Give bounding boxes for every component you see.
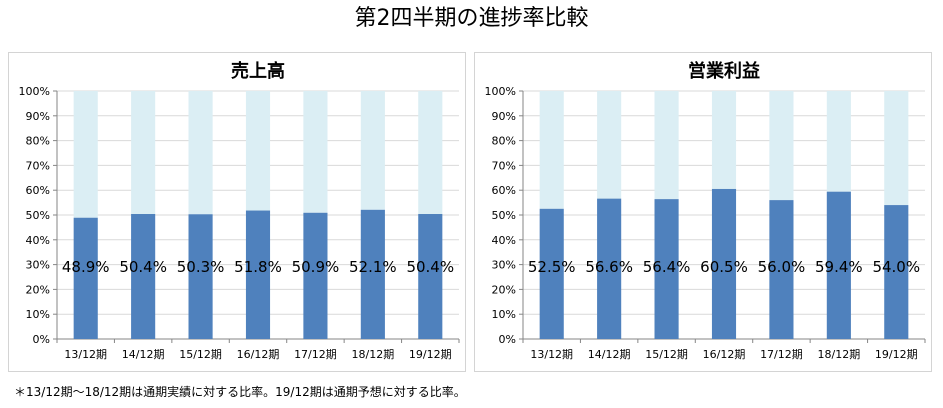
data-label: 52.5% xyxy=(528,258,576,276)
sales-chart: 売上高 0% 10% 20% 30% 40% 50% 60% 70% 80% 90% 100% 48.9… xyxy=(8,52,466,372)
bar-remainder xyxy=(769,91,794,201)
y-tick-label: 20% xyxy=(26,283,50,296)
bar-remainder xyxy=(188,91,213,215)
data-label: 48.9% xyxy=(62,258,110,276)
x-tick-label: 19/12期 xyxy=(875,348,918,361)
bar-progress xyxy=(418,214,443,339)
x-tick-label: 17/12期 xyxy=(294,348,337,361)
bar-remainder xyxy=(539,91,564,209)
footnote: ＊13/12期〜18/12期は通期実績に対する比率。19/12期は通期予想に対す… xyxy=(14,385,466,399)
data-label: 50.9% xyxy=(292,258,340,276)
chart-svg: 売上高 0% 10% 20% 30% 40% 50% 60% 70% 80% 90% 100% 48.9… xyxy=(19,60,460,361)
chart-svg: 営業利益 0% 10% 20% 30% 40% 50% 60% 70% 80% 90% 100% 52.… xyxy=(485,60,926,361)
bar-remainder xyxy=(884,91,909,206)
data-label: 59.4% xyxy=(815,258,863,276)
x-tick-label: 17/12期 xyxy=(760,348,803,361)
y-tick-label: 80% xyxy=(26,135,50,148)
bar-progress xyxy=(769,200,794,339)
y-tick-label: 0% xyxy=(499,333,516,346)
y-tick-label: 100% xyxy=(19,85,50,98)
chart-title: 売上高 xyxy=(231,60,285,82)
y-tick-label: 80% xyxy=(492,135,516,148)
x-tick-label: 16/12期 xyxy=(703,348,746,361)
bar-progress xyxy=(131,214,156,339)
bar-progress xyxy=(188,214,213,339)
bar-remainder xyxy=(826,91,851,192)
y-tick-label: 60% xyxy=(492,184,516,197)
data-label: 56.4% xyxy=(643,258,691,276)
y-tick-label: 40% xyxy=(492,234,516,247)
bar-progress xyxy=(360,209,385,339)
bar-progress xyxy=(654,199,679,339)
bar-remainder xyxy=(303,91,328,213)
x-tick-label: 19/12期 xyxy=(409,348,452,361)
data-label: 54.0% xyxy=(872,258,920,276)
bar-remainder xyxy=(418,91,443,215)
data-label: 52.1% xyxy=(349,258,397,276)
x-tick-label: 14/12期 xyxy=(588,348,631,361)
bar-progress xyxy=(245,210,271,339)
data-label: 56.6% xyxy=(585,258,633,276)
data-label: 51.8% xyxy=(234,258,282,276)
y-tick-label: 90% xyxy=(492,110,516,123)
x-tick-label: 13/12期 xyxy=(530,348,573,361)
data-label: 50.4% xyxy=(119,258,167,276)
y-tick-label: 40% xyxy=(26,234,50,247)
chart-title: 営業利益 xyxy=(688,60,760,82)
data-label: 50.4% xyxy=(406,258,454,276)
x-tick-label: 15/12期 xyxy=(179,348,222,361)
bar-remainder xyxy=(654,91,679,200)
y-tick-label: 20% xyxy=(492,283,516,296)
bar-remainder xyxy=(711,91,737,189)
bar-progress xyxy=(884,205,909,339)
x-tick-label: 13/12期 xyxy=(64,348,107,361)
bar-progress xyxy=(539,208,564,339)
bar-remainder xyxy=(360,91,385,210)
data-label: 50.3% xyxy=(177,258,225,276)
y-tick-label: 0% xyxy=(33,333,50,346)
y-tick-label: 10% xyxy=(26,308,50,321)
bar-progress xyxy=(73,217,98,339)
bar-progress xyxy=(711,188,737,339)
y-tick-label: 50% xyxy=(492,209,516,222)
operating-profit-chart: 営業利益 0% 10% 20% 30% 40% 50% 60% 70% 80% 90% 100% 52.… xyxy=(474,52,932,372)
bar-progress xyxy=(303,212,328,339)
y-tick-label: 60% xyxy=(26,184,50,197)
x-tick-label: 18/12期 xyxy=(818,348,861,361)
bar-remainder xyxy=(245,91,271,211)
x-tick-label: 15/12期 xyxy=(645,348,688,361)
y-tick-label: 30% xyxy=(26,259,50,272)
x-tick-label: 14/12期 xyxy=(122,348,165,361)
y-tick-label: 30% xyxy=(492,259,516,272)
x-tick-label: 16/12期 xyxy=(237,348,280,361)
data-label: 56.0% xyxy=(758,258,806,276)
bar-remainder xyxy=(131,91,156,215)
y-tick-label: 100% xyxy=(485,85,516,98)
y-tick-label: 90% xyxy=(26,110,50,123)
y-tick-label: 10% xyxy=(492,308,516,321)
bar-progress xyxy=(597,198,622,339)
page-title: 第2四半期の進捗率比較 xyxy=(354,6,589,31)
y-tick-label: 50% xyxy=(26,209,50,222)
bar-remainder xyxy=(73,91,98,218)
bar-progress xyxy=(826,191,851,339)
x-tick-label: 18/12期 xyxy=(352,348,395,361)
y-tick-label: 70% xyxy=(26,159,50,172)
bar-remainder xyxy=(597,91,622,199)
y-tick-label: 70% xyxy=(492,159,516,172)
data-label: 60.5% xyxy=(700,258,748,276)
